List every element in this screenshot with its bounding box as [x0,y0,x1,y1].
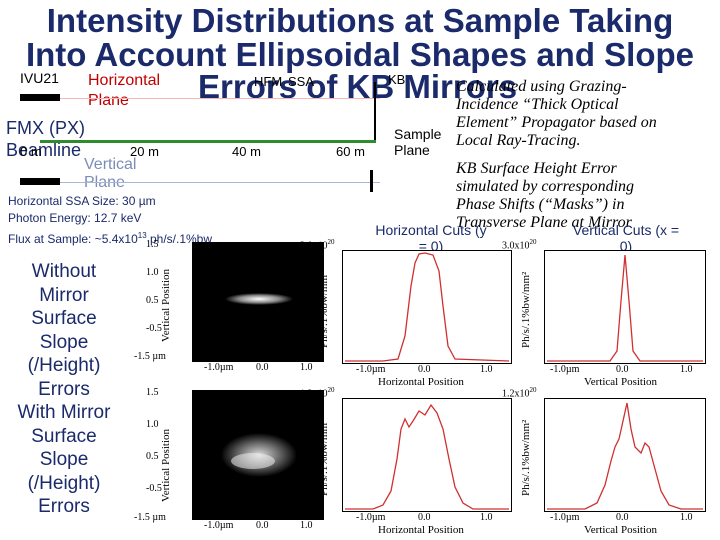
vertical-cut-bottom-curve [547,402,703,510]
horizontal-plane-label: Horizontal [88,72,161,89]
ssa-size: Horizontal SSA Size: 30 µm [8,194,156,208]
note-1-line1: Calculated using Grazing- [456,78,627,95]
vertical-ray [60,182,380,183]
slide-title-line3: Errors of KB Mirrors [198,68,518,105]
vertical-cut-top-ylabel: Ph/s/.1%bw/mm² [520,271,532,348]
undulator-source [20,94,60,101]
note-1-line3: Element” Propagator based on [456,114,657,131]
horizontal-cut-bottom-curve [345,403,509,510]
sample-plane-label-2: Plane [394,142,430,158]
intensity-map-top-plot [192,242,324,362]
note-2: KB Surface Height Error simulated by cor… [456,160,634,232]
distance-20: 20 m [130,144,159,159]
vertical-cut-top-xlabel: Vertical Position [584,376,658,388]
vertical-plane-label-2: Plane [84,174,125,191]
horizontal-cut-top-xlabel: Horizontal Position [378,376,464,388]
vertical-cut-bottom-plot [544,398,706,512]
note-1-line2: Incidence “Thick Optical [456,96,619,113]
vertical-cut-bottom-xlabel: Vertical Position [584,524,658,536]
horizontal-ray [60,98,380,99]
without-errors-label: Without Mirror Surface Slope (/Height) E… [27,261,101,400]
beam-axis [40,140,376,143]
horizontal-cut-top-plot [342,250,512,364]
vertical-cut-top: 3.0x1020 Ph/s/.1%bw/mm² -1.0µm 0.0 1.0 V… [502,238,720,392]
slide-title-line2: Into Account Ellipsoidal Shapes and Slop… [25,36,695,73]
note-2-line3: Phase Shifts (“Masks”) in [456,196,625,213]
horizontal-cut-bottom-xlabel: Horizontal Position [378,524,464,536]
hfm-label: HFM [254,74,283,89]
vertical-cut-top-plot [544,250,706,364]
kb-vertical-marker [370,170,373,192]
params-block: Horizontal SSA Size: 30 µm Photon Energy… [8,193,212,248]
distance-0: 0 m [20,144,42,159]
beamline-label-2: Beamline [6,140,82,160]
intensity-map-bottom: Vertical Position 1.5 1.0 0.5 -0.5 -1.5 … [134,387,340,540]
note-2-line4: Transverse Plane at Mirror [456,214,632,231]
horizontal-cut-bottom-ylabel: Ph/s/.1%bw/mm² [318,419,330,496]
note-1: Calculated using Grazing- Incidence “Thi… [456,78,657,150]
horizontal-cut-top: 3.0x1020 Ph/s/.1%bw/mm² -1.0µm 0.0 1.0 H… [300,238,536,392]
horizontal-cut-bottom-plot [342,398,512,512]
intensity-map-bottom-plot [192,390,324,520]
intensity-map-bottom-spot [221,433,297,477]
vertical-cut-bottom-ylabel: Ph/s/.1%bw/mm² [520,419,532,496]
note-1-line4: Local Ray-Tracing. [456,132,581,149]
kb-label: KB [388,72,406,87]
beamline-label: FMX (PX) [6,118,85,138]
undulator-source-vertical [20,178,60,185]
sample-plane-label: Sample [394,126,442,142]
note-2-line1: KB Surface Height Error [456,160,617,177]
note-2-line2: simulated by corresponding [456,178,635,195]
with-errors-label: With Mirror Surface Slope (/Height) Erro… [17,402,111,517]
horizontal-cut-bottom: 1.2x1020 Ph/s/.1%bw/mm² -1.0µm 0.0 1.0 H… [300,386,536,540]
horizontal-cut-top-ylabel: Ph/s/.1%bw/mm² [318,271,330,348]
vertical-plane-label: Vertical [84,156,137,173]
horizontal-cut-top-curve [345,252,510,362]
ssa-label: SSA [288,74,315,89]
slide-title-line1: Intensity Distributions at Sample Taking [46,2,674,39]
kb-mirror-marker [374,82,376,140]
vertical-cut-bottom: 1.2x1020 Ph/s/.1%bw/mm² -1.0µm 0.0 1.0 V… [502,386,720,540]
distance-60: 60 m [336,144,365,159]
vertical-cut-top-curve [547,254,703,362]
intensity-map-top: Vertical Position 1.5 1.0 0.5 -0.5 -1.5 … [134,239,340,373]
intensity-map-top-spot [225,293,293,305]
distance-40: 40 m [232,144,261,159]
ivu-label: IVU21 [20,70,59,86]
horizontal-plane-label-2: Plane [88,92,129,109]
photon-energy: Photon Energy: 12.7 keV [8,211,142,225]
